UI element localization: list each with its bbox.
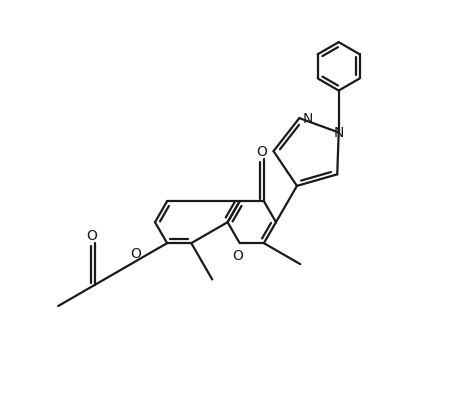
Text: N: N bbox=[334, 126, 344, 140]
Text: O: O bbox=[87, 228, 98, 242]
Text: N: N bbox=[302, 112, 313, 126]
Text: O: O bbox=[232, 249, 243, 263]
Text: O: O bbox=[256, 145, 267, 158]
Text: O: O bbox=[130, 247, 141, 261]
